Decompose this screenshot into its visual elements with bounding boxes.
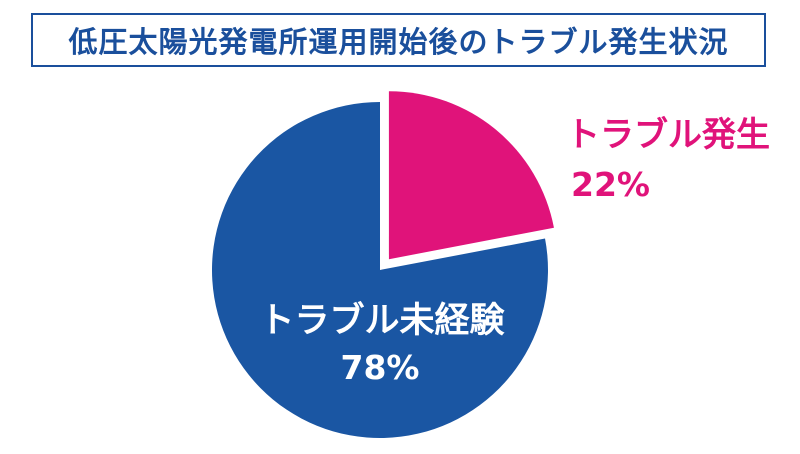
pie-slice-1: [211, 102, 548, 438]
label-trouble-occurred: トラブル発生 22%: [566, 115, 770, 204]
slice-value-no-trouble: 78%: [341, 348, 420, 387]
slice-value-trouble-occurred: 22%: [571, 165, 650, 204]
slice-label-trouble-occurred: トラブル発生: [566, 115, 770, 155]
pie-slice-0: [388, 91, 554, 260]
label-no-trouble: トラブル未経験 78%: [259, 300, 505, 387]
chart-title: 低圧太陽光発電所運用開始後のトラブル発生状況: [68, 25, 729, 59]
chart-title-box: 低圧太陽光発電所運用開始後のトラブル発生状況: [31, 13, 766, 67]
pie-slices: [211, 91, 554, 438]
slice-label-no-trouble: トラブル未経験: [259, 300, 505, 341]
